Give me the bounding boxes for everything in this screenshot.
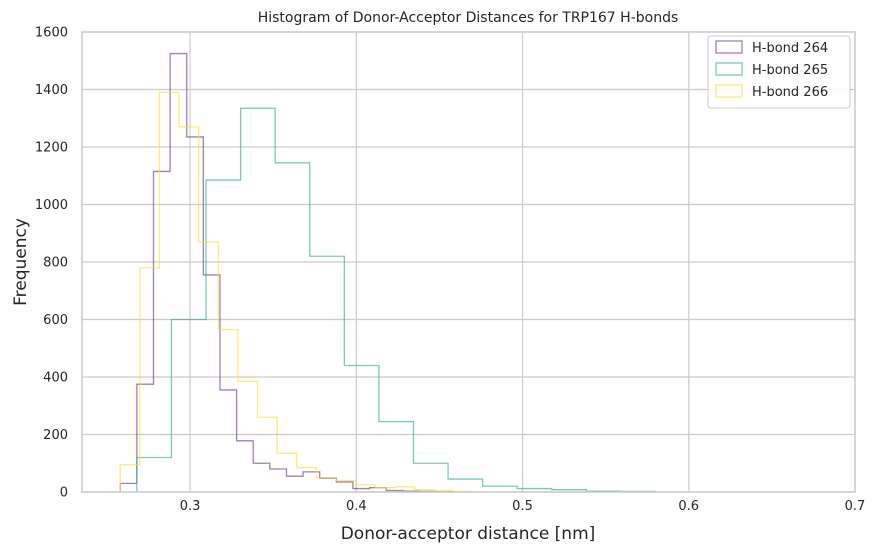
y-tick-label: 200 xyxy=(43,428,68,443)
legend: H-bond 264 H-bond 265 H-bond 266 xyxy=(707,35,851,109)
x-tick-label: 0.5 xyxy=(512,499,533,514)
y-tick-label: 1200 xyxy=(35,141,68,156)
legend-box xyxy=(707,35,851,109)
y-tick-label: 600 xyxy=(43,313,68,328)
y-tick-label: 1000 xyxy=(35,198,68,213)
x-axis-label: Donor-acceptor distance [nm] xyxy=(341,524,596,544)
plot-frame xyxy=(81,31,856,493)
x-tick-label: 0.3 xyxy=(180,499,201,514)
x-tick-label: 0.4 xyxy=(346,499,367,514)
y-tick-label: 800 xyxy=(43,256,68,271)
y-axis-label: Frequency xyxy=(11,218,31,306)
histogram-step-3 xyxy=(119,91,474,493)
legend-swatch-1 xyxy=(715,40,743,54)
legend-label-3: H-bond 266 xyxy=(752,85,828,100)
x-tick-labels: 0.3 0.4 0.5 0.6 0.7 xyxy=(180,499,866,514)
histogram-step-2 xyxy=(136,107,657,493)
y-tick-label: 400 xyxy=(43,371,68,386)
x-tick-label: 0.7 xyxy=(845,499,866,514)
legend-swatch-2 xyxy=(715,62,743,76)
x-tick-label: 0.6 xyxy=(678,499,699,514)
y-tick-label: 1600 xyxy=(35,26,68,41)
histogram-step-1 xyxy=(119,52,454,493)
legend-label-1: H-bond 264 xyxy=(752,41,828,56)
y-tick-labels: 0 200 400 600 800 1000 1200 1400 1600 xyxy=(35,26,68,501)
legend-label-2: H-bond 265 xyxy=(752,63,828,78)
legend-swatch-3 xyxy=(715,84,743,98)
chart-title: Histogram of Donor-Acceptor Distances fo… xyxy=(258,10,679,26)
y-tick-label: 0 xyxy=(60,486,68,501)
y-tick-label: 1400 xyxy=(35,83,68,98)
histogram-series xyxy=(119,52,657,493)
